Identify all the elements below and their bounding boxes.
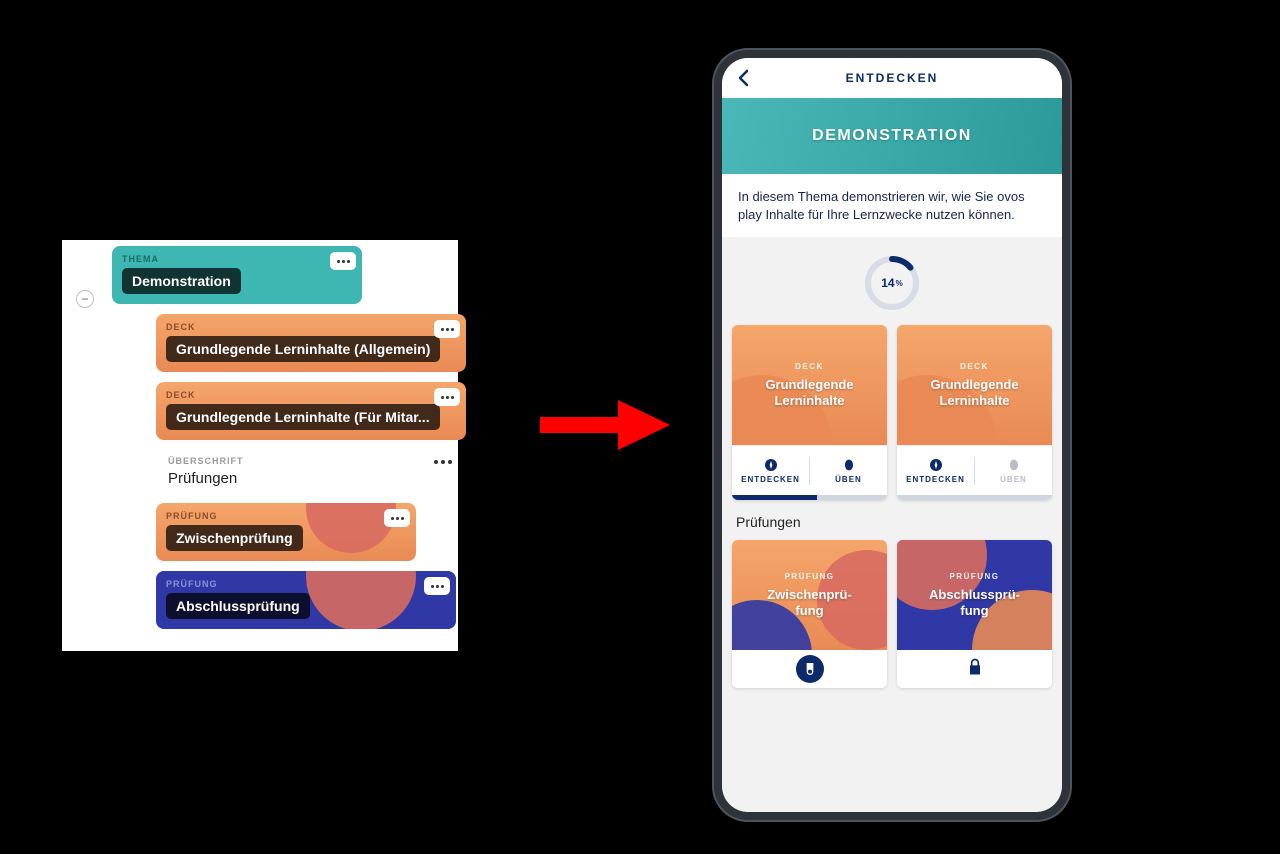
deck-actions: ENTDECKEN ÜBEN: [897, 445, 1052, 495]
node-deck-2[interactable]: DECK Grundlegende Lerninhalte (Für Mitar…: [156, 382, 466, 440]
deck-name: GrundlegendeLerninhalte: [759, 377, 859, 408]
node-menu-button[interactable]: [424, 577, 450, 595]
exam-footer: [732, 650, 887, 688]
node-type-label: DECK: [166, 390, 456, 400]
progress-percent: 14%: [864, 255, 920, 311]
node-title: Grundlegende Lerninhalte (Für Mitar...: [166, 404, 440, 430]
app-header-title: ENTDECKEN: [846, 71, 939, 85]
ueben-button[interactable]: ÜBEN: [810, 457, 887, 484]
exam-card[interactable]: 80% PRÜFUNG Abschlussprü-fung: [897, 540, 1052, 688]
entdecken-button[interactable]: ENTDECKEN: [732, 457, 809, 484]
node-type-label: PRÜFUNG: [166, 511, 406, 521]
back-button[interactable]: [732, 66, 756, 90]
collapse-toggle[interactable]: −: [76, 290, 94, 308]
node-menu-button[interactable]: [434, 320, 460, 338]
editor-panel: THEMA Demonstration DECK Grundlegende Le…: [62, 240, 458, 651]
heading-menu-button[interactable]: [434, 460, 452, 464]
exam-grid: ✱ PRÜFUNG Zwischenprü-fung 80%: [722, 540, 1062, 688]
deck-card[interactable]: DECK GrundlegendeLerninhalte ENTDECKEN Ü…: [732, 325, 887, 500]
hero-banner: DEMONSTRATION: [722, 98, 1062, 174]
phone-screen: ENTDECKEN DEMONSTRATION In diesem Thema …: [722, 58, 1062, 812]
exam-name: Abschlussprü-fung: [929, 587, 1020, 618]
deck-category: DECK: [960, 362, 989, 371]
node-exam-2[interactable]: PRÜFUNG Abschlussprüfung: [156, 571, 456, 629]
node-deck-1[interactable]: DECK Grundlegende Lerninhalte (Allgemein…: [156, 314, 466, 372]
deck-name: GrundlegendeLerninhalte: [924, 377, 1024, 408]
node-type-label: PRÜFUNG: [166, 579, 446, 589]
node-title: Demonstration: [122, 268, 241, 294]
node-menu-button[interactable]: [330, 252, 356, 270]
exam-category: PRÜFUNG: [949, 572, 999, 581]
node-title: Grundlegende Lerninhalte (Allgemein): [166, 336, 440, 362]
node-menu-button[interactable]: [434, 388, 460, 406]
heading-type-label: ÜBERSCHRIFT: [168, 456, 456, 466]
progress-ring: 14%: [864, 255, 920, 311]
ueben-button[interactable]: ÜBEN: [975, 457, 1052, 484]
node-title: Zwischenprüfung: [166, 525, 303, 551]
lock-icon: [965, 657, 985, 682]
deck-category: DECK: [795, 362, 824, 371]
node-thema[interactable]: THEMA Demonstration: [112, 246, 362, 304]
deck-progress: [732, 495, 887, 500]
exam-name: Zwischenprü-fung: [767, 587, 852, 618]
arrow-icon: [540, 400, 670, 450]
intro-text: In diesem Thema demonstrieren wir, wie S…: [738, 189, 1025, 222]
heading-text: Prüfungen: [168, 470, 456, 487]
node-exam-1[interactable]: PRÜFUNG Zwischenprüfung: [156, 503, 416, 561]
deck-actions: ENTDECKEN ÜBEN: [732, 445, 887, 495]
node-menu-button[interactable]: [384, 509, 410, 527]
exam-category: PRÜFUNG: [784, 572, 834, 581]
exam-card[interactable]: ✱ PRÜFUNG Zwischenprü-fung: [732, 540, 887, 688]
phone-frame: ENTDECKEN DEMONSTRATION In diesem Thema …: [712, 48, 1072, 822]
progress-wrap: 14%: [722, 237, 1062, 325]
hero-title: DEMONSTRATION: [812, 127, 972, 145]
node-type-label: DECK: [166, 322, 456, 332]
exam-section-label: Prüfungen: [722, 500, 1062, 540]
exam-footer: [897, 650, 1052, 688]
heading-row[interactable]: ÜBERSCHRIFT Prüfungen: [162, 450, 462, 495]
app-header: ENTDECKEN: [722, 58, 1062, 98]
certificate-icon: [796, 655, 824, 683]
entdecken-button[interactable]: ENTDECKEN: [897, 457, 974, 484]
deck-progress: [897, 495, 1052, 500]
deck-card[interactable]: ✱ DECK GrundlegendeLerninhalte ENTDECKEN: [897, 325, 1052, 500]
deck-grid: DECK GrundlegendeLerninhalte ENTDECKEN Ü…: [722, 325, 1062, 500]
intro-text-box: In diesem Thema demonstrieren wir, wie S…: [722, 174, 1062, 237]
node-title: Abschlussprüfung: [166, 593, 310, 619]
node-type-label: THEMA: [122, 254, 352, 264]
